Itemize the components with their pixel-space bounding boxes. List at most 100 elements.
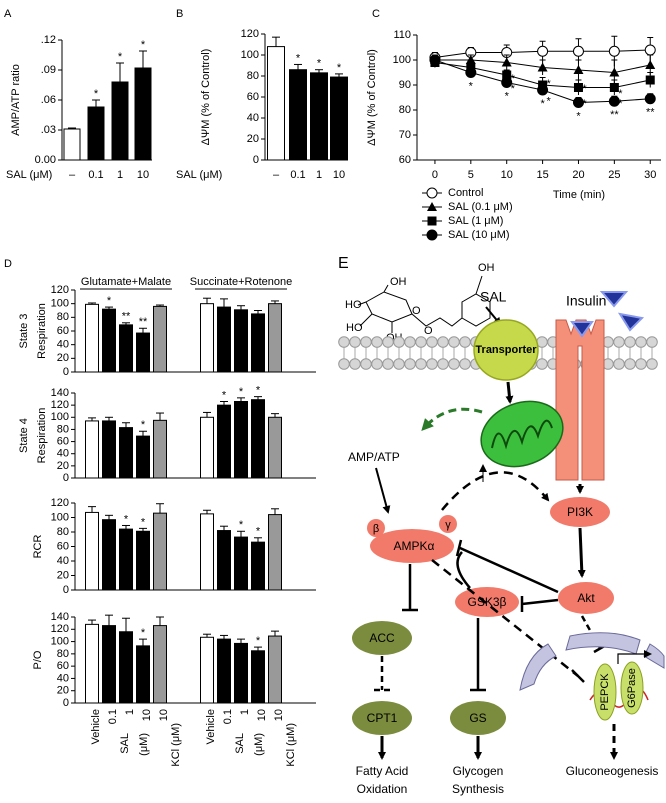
bar: [102, 625, 116, 704]
acc-label: ACC: [369, 631, 395, 645]
arrow: [441, 471, 550, 511]
ampk-gamma: [439, 515, 457, 533]
x-group-label: SAL: [119, 733, 131, 754]
y-axis-label: Respiration: [36, 303, 48, 359]
significance-mark: *: [239, 519, 244, 531]
y-tick-label: 140: [51, 611, 69, 623]
lipid-head: [415, 358, 427, 370]
group-header: Succinate+Rotenone: [190, 276, 292, 288]
bar: [200, 303, 214, 373]
significance-mark: *: [239, 386, 244, 398]
y-tick-label: 120: [51, 399, 69, 411]
x-tick-label: 0: [432, 169, 438, 181]
y-tick-label: 20: [57, 569, 69, 581]
pepck-label: PEPCK: [599, 673, 611, 711]
y-tick-label: 0: [63, 584, 69, 596]
ampk-beta: [367, 519, 385, 537]
marker: [572, 45, 584, 57]
bar: [234, 309, 248, 373]
y-axis-label: State 4: [18, 418, 30, 453]
significance-mark: *: [256, 635, 261, 647]
bar: [251, 541, 265, 591]
lipid-head: [360, 358, 372, 370]
legend-label: Control: [448, 187, 483, 199]
marker: [608, 45, 620, 57]
y-tick-label: 100: [51, 298, 69, 310]
arrow: [375, 467, 391, 514]
lipid-head: [360, 336, 372, 348]
x-axis-label: Time (min): [553, 189, 605, 201]
legend-marker: [427, 216, 437, 226]
significance-mark: **: [646, 107, 655, 119]
g6pase-label: G6Pase: [626, 668, 638, 708]
x-tick-label: 0.1: [107, 709, 119, 724]
x-tick-label: 5: [468, 169, 474, 181]
lipid-head: [404, 336, 416, 348]
x-tick-label: 0.1: [222, 709, 234, 724]
significance-mark: **: [139, 316, 148, 328]
lipid-head: [437, 358, 449, 370]
y-tick-label: 60: [57, 435, 69, 447]
lipid-head: [371, 358, 383, 370]
x-tick-label: 0.1: [88, 169, 103, 181]
bar: [217, 306, 231, 373]
marker: [465, 55, 476, 64]
x-group-label: (μM): [138, 733, 150, 756]
bar: [268, 303, 282, 373]
arrow: [421, 407, 483, 431]
bar: [153, 419, 167, 479]
x-tick-label: 10: [501, 169, 513, 181]
transporter: [473, 319, 539, 381]
lipid-head: [448, 358, 460, 370]
significance-mark: *: [256, 526, 261, 538]
lipid-head: [426, 336, 438, 348]
akt-label: Akt: [577, 591, 595, 605]
output-label: Fatty Acid: [356, 764, 409, 778]
insulin-molecule: [570, 321, 594, 338]
x-tick-label: 1: [239, 709, 251, 715]
lipid-head: [349, 336, 361, 348]
bar: [234, 642, 248, 704]
atom-label: O: [412, 305, 421, 317]
significance-mark: *: [256, 385, 261, 397]
x-group-label: (μM): [253, 733, 265, 756]
gamma-label: γ: [445, 519, 451, 531]
y-tick-label: 100: [241, 49, 259, 61]
gs-node: [450, 701, 506, 735]
y-tick-label: .03: [41, 124, 56, 136]
significance-mark: *: [141, 39, 146, 51]
marker: [501, 77, 513, 88]
panel-letter: A: [4, 8, 12, 20]
y-tick-label: 140: [51, 387, 69, 399]
x-tick-label: 10: [273, 709, 285, 721]
lipid-head: [613, 358, 625, 370]
significance-mark: *: [107, 295, 112, 307]
x-tick-label: 10: [333, 169, 345, 181]
y-tick-label: 0: [63, 472, 69, 484]
significance-mark: *: [576, 110, 581, 122]
significance-mark: *: [546, 78, 551, 90]
y-tick-label: 80: [57, 311, 69, 323]
y-tick-label: 120: [51, 623, 69, 635]
significance-mark: *: [511, 73, 516, 85]
x-group-label: SAL: [234, 733, 246, 754]
lipid-head: [393, 358, 405, 370]
bar: [136, 332, 150, 373]
arrow: [505, 381, 514, 404]
bar: [217, 530, 231, 591]
x-tick-label: 10: [141, 709, 153, 721]
x-group-label: KCl (μM): [170, 723, 182, 767]
lipid-head: [393, 336, 405, 348]
y-tick-label: 20: [57, 352, 69, 364]
bar: [102, 308, 116, 373]
y-tick-label: 100: [51, 635, 69, 647]
y-tick-label: 90: [399, 79, 411, 91]
x-tick-label: 10: [137, 169, 149, 181]
significance-mark: *: [141, 627, 146, 639]
acc-node: [352, 621, 412, 655]
y-tick-label: 120: [51, 497, 69, 509]
lipid-head: [624, 358, 636, 370]
y-axis-label: ΔΨM (% of Control): [366, 49, 378, 146]
bar: [217, 638, 231, 704]
